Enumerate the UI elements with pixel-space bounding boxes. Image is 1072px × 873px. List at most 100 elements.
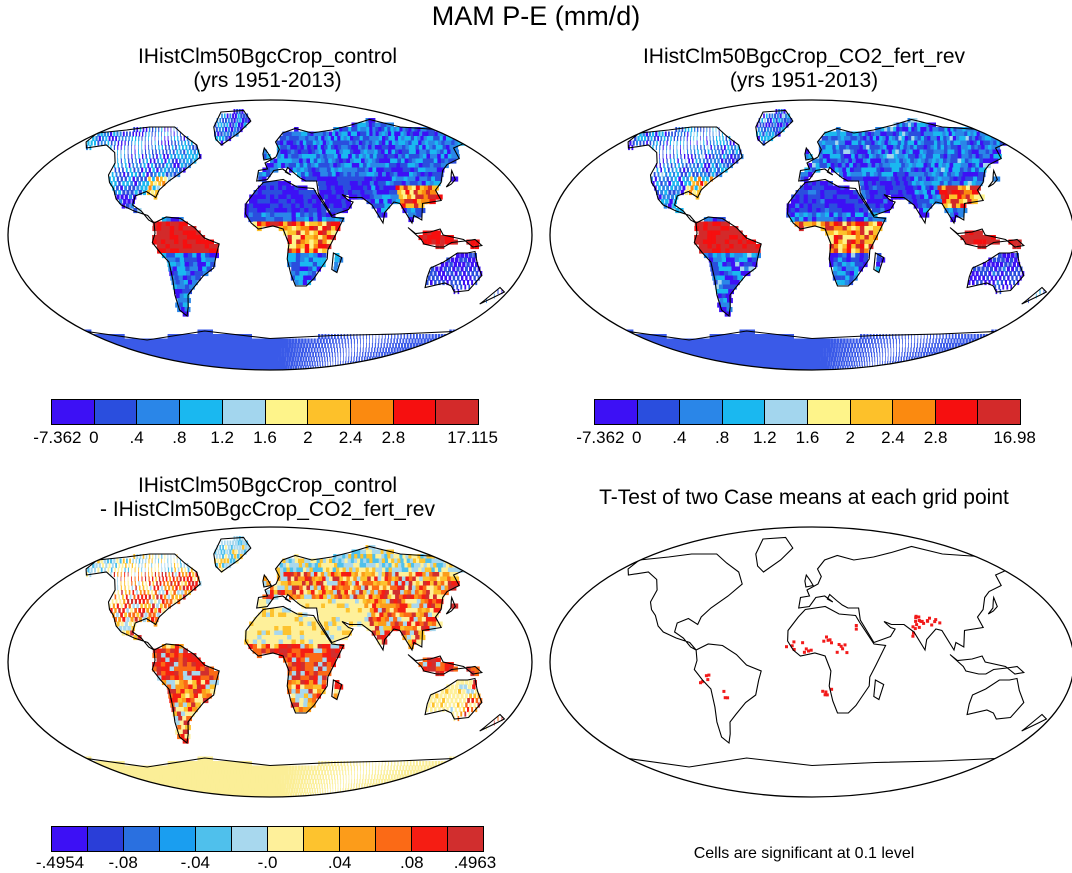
coastline-indonesia: [949, 654, 1026, 675]
coastline-madagascar: [331, 679, 343, 701]
significant-cell: [912, 631, 915, 635]
coastline-madagascar: [331, 252, 343, 274]
colorbar-tick-label: .04: [327, 853, 352, 872]
significant-cell: [915, 623, 919, 627]
significant-cell: [792, 648, 796, 651]
colorbar-swatch: [196, 827, 232, 851]
colorbar-swatch: [978, 400, 1020, 424]
significant-cell: [917, 615, 921, 619]
colorbar-swatch: [160, 827, 196, 851]
coastline-greenland: [755, 109, 794, 146]
colorbar-swatch: [436, 400, 479, 424]
coastline-namerica: [627, 126, 743, 224]
colorbar-tick-label: 17.115: [447, 428, 498, 447]
coastline-namerica: [627, 553, 743, 651]
colorbar-tick-label: 2.4: [338, 428, 363, 447]
map-panel1: [7, 99, 533, 371]
colorbar-tick-label: 1.6: [795, 428, 820, 447]
significant-cell: [804, 647, 808, 651]
ocean-background: [550, 527, 1072, 797]
significant-cell: [841, 647, 845, 651]
significant-cell: [854, 624, 858, 627]
significant-cell: [801, 641, 805, 645]
colorbar-tick-label: 1.6: [253, 428, 277, 447]
colorbar-swatch: [637, 400, 681, 424]
colorbar-swatch: [765, 400, 808, 424]
coastlines: [612, 109, 1048, 370]
significant-cell: [785, 645, 788, 649]
coastline-australia: [424, 250, 483, 293]
coastline-madagascar: [873, 252, 885, 274]
colorbar-panel1: [51, 399, 479, 425]
colorbar-swatch: [376, 827, 412, 851]
significant-cell: [699, 681, 702, 685]
grid-cells: [72, 109, 503, 370]
colorbar-tick-label: 16.98: [993, 428, 1036, 447]
colorbar-tick-label: 2.8: [923, 428, 948, 447]
significant-cell: [830, 687, 834, 691]
colorbar-swatch: [722, 400, 766, 424]
panel4-title-line1: T-Test of two Case means at each grid po…: [599, 486, 1009, 509]
significant-cell: [723, 696, 727, 700]
significant-cell: [821, 689, 825, 693]
colorbar-swatch: [304, 827, 340, 851]
significant-cell: [704, 674, 708, 678]
significant-cell: [706, 678, 710, 682]
colorbar-tick-label: 2: [303, 428, 313, 447]
coastline-antarctica: [70, 328, 468, 370]
colorbar-swatch: [412, 827, 448, 851]
coastline-samerica: [151, 216, 220, 318]
colorbar-tick-label: -7.362: [33, 428, 82, 447]
panel2-title-line2: (yrs 1951-2013): [729, 69, 879, 92]
significant-cell: [930, 623, 934, 627]
significant-cell: [828, 638, 832, 642]
significant-cell: [802, 650, 806, 654]
significant-cell: [911, 625, 915, 629]
coastline-africa: [787, 605, 887, 714]
colorbar-tick-label: -.04: [180, 853, 210, 872]
colorbar-tick-label: 2: [845, 428, 855, 447]
significant-cell: [913, 627, 917, 631]
coastline-uk: [804, 146, 815, 161]
map-panel4: [549, 526, 1072, 798]
significant-cell: [825, 693, 829, 697]
map-border: [549, 99, 1072, 371]
coastline-greenland: [213, 109, 252, 146]
coastline-newzealand: [479, 286, 506, 305]
colorbar-swatch: [222, 400, 266, 424]
colorbar-tick-label: .8: [715, 428, 730, 447]
panel3-title: IHistClm50BgcCrop_control - IHistClm50Bg…: [0, 474, 535, 522]
significant-cell: [920, 619, 924, 623]
significant-cell: [825, 635, 828, 639]
coastline-samerica: [693, 216, 762, 318]
significant-cell: [928, 616, 931, 620]
map-border: [7, 99, 533, 371]
coastline-australia: [966, 250, 1025, 293]
colorbar-tick-label: 2.4: [881, 428, 905, 447]
coastline-samerica: [151, 643, 220, 745]
coastline-indonesia: [407, 654, 484, 675]
coastline-newzealand: [1021, 713, 1048, 732]
significant-cell: [824, 690, 828, 694]
coastline-greenland: [213, 536, 252, 573]
significant-cell: [826, 638, 830, 642]
significant-cell: [809, 648, 813, 652]
coastline-africa: [787, 178, 887, 287]
colorbar-swatch: [268, 827, 304, 851]
colorbar-tick-label: 0: [631, 428, 642, 447]
colorbar-tick-label: 2.8: [381, 428, 406, 447]
panel1-title: IHistClm50BgcCrop_control (yrs 1951-2013…: [0, 45, 535, 93]
significant-cell: [837, 643, 841, 646]
colorbar-swatch: [935, 400, 979, 424]
main-title: MAM P-E (mm/d): [431, 1, 641, 31]
coastline-uk: [262, 146, 273, 161]
significant-cell: [807, 649, 810, 653]
colorbar-swatch: [680, 400, 723, 424]
significant-cell: [933, 620, 937, 624]
coastline-newzealand: [1021, 286, 1048, 305]
significant-cell: [835, 650, 839, 654]
panel1-title-line1: IHistClm50BgcCrop_control: [137, 45, 398, 68]
colorbar-panel3: [51, 826, 484, 852]
colorbar-panel1-ticks: -7.362 0 .4 .8 1.2 1.6 2 2.4 2.8 17.115: [33, 428, 498, 450]
colorbar-swatch: [124, 827, 160, 851]
